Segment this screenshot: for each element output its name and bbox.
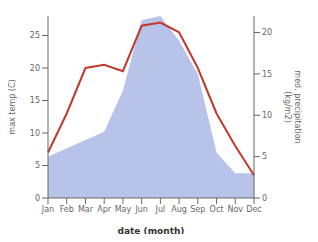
- svg-text:med. precipitation(kg/m2): med. precipitation(kg/m2): [283, 70, 302, 143]
- svg-text:Jan: Jan: [41, 205, 54, 214]
- svg-text:20: 20: [30, 64, 40, 73]
- svg-text:date (month): date (month): [118, 226, 185, 234]
- svg-text:max temp (C): max temp (C): [8, 79, 17, 134]
- svg-text:Oct: Oct: [210, 205, 224, 214]
- svg-text:Sep: Sep: [190, 205, 205, 214]
- svg-text:0: 0: [262, 194, 267, 203]
- svg-text:10: 10: [262, 111, 272, 120]
- svg-text:20: 20: [262, 28, 272, 37]
- svg-text:Aug: Aug: [171, 205, 187, 214]
- svg-text:10: 10: [30, 129, 40, 138]
- svg-text:Jul: Jul: [155, 205, 166, 214]
- svg-text:Mar: Mar: [78, 205, 94, 214]
- svg-text:Nov: Nov: [227, 205, 243, 214]
- svg-text:Dec: Dec: [246, 205, 261, 214]
- svg-text:Feb: Feb: [60, 205, 74, 214]
- svg-text:0: 0: [35, 194, 40, 203]
- svg-text:Apr: Apr: [97, 205, 112, 214]
- svg-text:Jun: Jun: [134, 205, 148, 214]
- svg-text:15: 15: [30, 96, 40, 105]
- svg-text:15: 15: [262, 70, 272, 79]
- svg-text:May: May: [115, 205, 132, 214]
- svg-text:5: 5: [262, 152, 267, 161]
- svg-text:25: 25: [30, 31, 40, 40]
- svg-text:5: 5: [35, 161, 40, 170]
